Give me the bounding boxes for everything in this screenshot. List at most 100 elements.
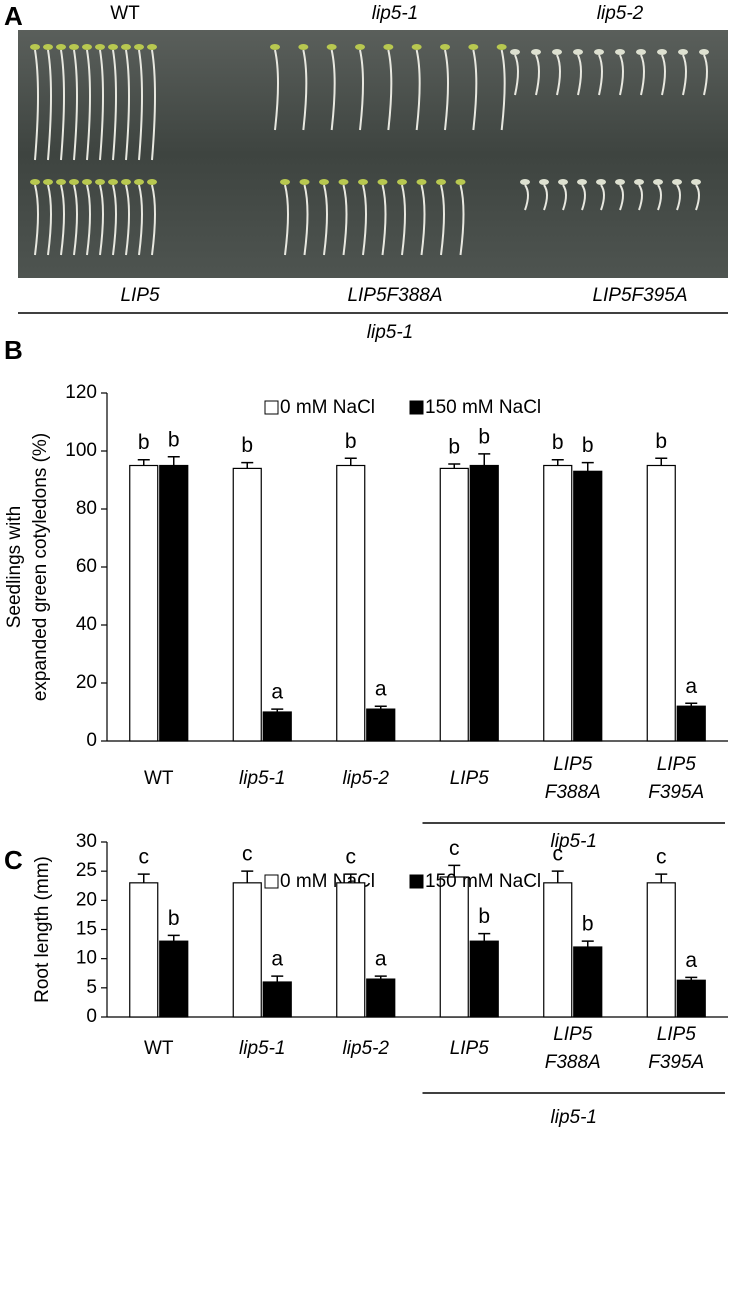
seedling	[34, 184, 39, 256]
cotyledon	[355, 44, 365, 50]
seedling	[619, 54, 624, 96]
y-tick-label: 30	[76, 831, 97, 852]
error-bar	[478, 453, 491, 466]
significance-letter: c	[449, 837, 460, 860]
genotype-label: LIP5F388A	[347, 285, 442, 306]
genotype-label: lip5-2	[597, 3, 644, 24]
bar	[366, 708, 396, 742]
genotype-label: LIP5	[120, 285, 160, 306]
y-axis-title: expanded green cotyledons (%)	[30, 433, 51, 701]
seedling	[387, 49, 393, 131]
bar	[573, 946, 603, 1018]
seedling	[86, 184, 91, 256]
seedling	[284, 184, 289, 256]
legend-label: 0 mM NaCl	[280, 397, 375, 418]
x-tick-label: LIP5 F395A	[648, 754, 705, 803]
y-tick-label: 10	[76, 948, 97, 969]
cotyledon	[678, 49, 688, 55]
cotyledon	[468, 44, 479, 50]
cotyledon	[594, 49, 604, 55]
significance-letter: c	[242, 843, 253, 866]
significance-letter: c	[139, 846, 150, 869]
bar	[676, 979, 706, 1018]
error-bar	[685, 976, 698, 981]
genotype-label: WT	[110, 3, 140, 24]
significance-letter: b	[552, 431, 564, 454]
cotyledon	[416, 179, 427, 185]
cotyledon	[56, 179, 66, 185]
cotyledon	[319, 179, 329, 185]
x-tick-label: LIP5	[449, 1038, 489, 1059]
seedling	[359, 49, 364, 131]
seedling	[47, 184, 52, 256]
genotype-label: LIP5F395A	[592, 285, 687, 306]
y-axis-title: Root length (mm)	[32, 856, 53, 1003]
legend-label: 150 mM NaCl	[425, 397, 541, 418]
seedling	[444, 49, 449, 131]
seedling	[514, 54, 519, 96]
significance-letter: a	[271, 948, 283, 971]
cotyledon	[383, 44, 394, 50]
seedling	[381, 184, 387, 256]
seedling	[619, 184, 624, 211]
error-bar	[137, 458, 150, 466]
legend-swatch	[264, 874, 279, 889]
significance-letter: b	[655, 430, 667, 453]
seedling	[60, 49, 65, 161]
x-tick-label: WT	[143, 1038, 174, 1059]
bar	[159, 464, 189, 742]
cotyledon	[539, 179, 549, 185]
seedling	[342, 184, 348, 256]
cotyledon	[558, 179, 568, 185]
cotyledon	[634, 179, 644, 185]
y-tick-label: 60	[76, 556, 97, 577]
cotyledon	[95, 44, 105, 50]
seedling	[73, 49, 78, 161]
bar	[439, 876, 469, 1018]
cotyledon	[672, 179, 682, 185]
cotyledon	[95, 179, 105, 185]
cotyledon	[108, 179, 118, 185]
cotyledon	[30, 179, 40, 185]
significance-letter: b	[138, 431, 150, 454]
seedling	[695, 184, 700, 211]
y-tick-label: 25	[76, 860, 97, 881]
cotyledon	[82, 44, 92, 50]
error-bar	[551, 870, 564, 883]
error-bar	[167, 456, 180, 466]
cotyledon	[69, 179, 79, 185]
seedling	[274, 49, 279, 131]
cotyledon	[338, 179, 349, 185]
legend-swatch	[264, 400, 279, 415]
cotyledon	[411, 44, 422, 50]
x-tick-label: LIP5 F388A	[544, 754, 601, 803]
cotyledon	[691, 179, 701, 185]
error-bar	[344, 457, 357, 466]
seedling	[703, 54, 708, 96]
cotyledon	[134, 179, 144, 185]
y-tick-label: 40	[76, 614, 97, 635]
bar	[543, 882, 573, 1018]
seedling	[151, 49, 156, 161]
bar	[439, 467, 469, 742]
seedling	[112, 49, 117, 161]
cotyledon	[657, 49, 667, 55]
seedling	[535, 54, 540, 96]
y-tick-label: 20	[76, 889, 97, 910]
bar	[129, 464, 159, 742]
significance-letter: a	[375, 948, 387, 971]
error-bar	[241, 461, 254, 469]
panel-label: B	[4, 335, 23, 365]
cotyledon	[377, 179, 388, 185]
error-bar	[271, 975, 284, 982]
group-label: lip5-1	[367, 322, 413, 343]
error-bar	[271, 708, 284, 712]
bar	[573, 470, 603, 742]
cotyledon	[636, 49, 646, 55]
error-bar	[448, 463, 461, 469]
cotyledon	[552, 49, 562, 55]
group-label: lip5-1	[551, 831, 597, 852]
cotyledon	[69, 44, 79, 50]
bar	[262, 711, 292, 742]
seedling	[640, 54, 645, 96]
